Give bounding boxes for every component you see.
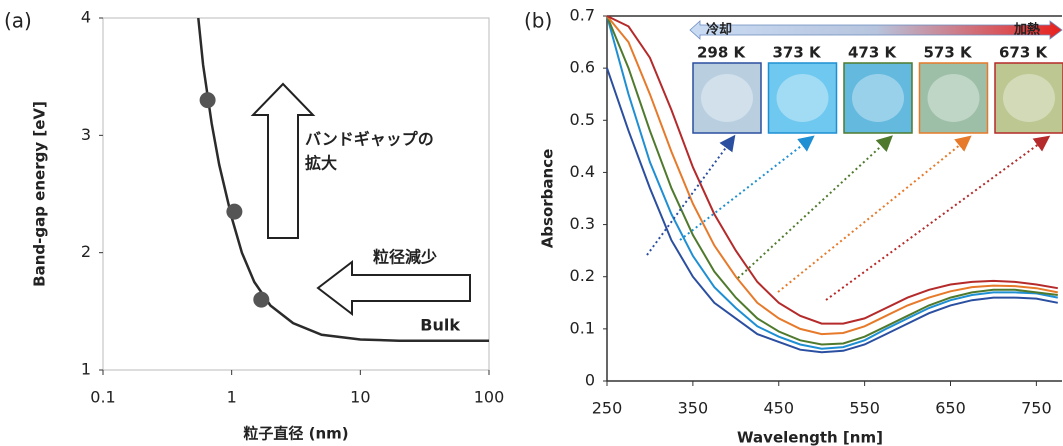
y-tick-label: 0.2 (570, 266, 595, 285)
sample-photo (767, 62, 838, 134)
pointer-arrow (825, 135, 1051, 301)
y-tick-label: 0.5 (570, 110, 595, 129)
x-tick-label: 0.1 (90, 388, 115, 407)
x-axis-label: Wavelength [nm] (737, 429, 883, 446)
series-label: 573 K (924, 44, 974, 62)
left-arrow (316, 259, 471, 317)
heat-label: 加熱 (1013, 22, 1040, 38)
annotation: 粒径減少 (373, 248, 437, 267)
y-axis-label: Band-gap energy [eV] (31, 101, 49, 287)
pointer-arrow (646, 134, 736, 256)
series-line (606, 15, 1058, 346)
series-label: 373 K (773, 44, 823, 62)
sample-powder (927, 74, 980, 122)
y-tick-label: 3 (81, 125, 91, 144)
panel-label: (b) (524, 9, 552, 33)
x-tick-label: 100 (474, 388, 505, 407)
series-line (606, 67, 1058, 354)
pointer-arrow (679, 135, 815, 241)
series-line (606, 15, 1058, 325)
cool-label: 冷却 (706, 22, 732, 38)
x-axis-label: 粒子直径 (nm) (243, 425, 348, 443)
y-tick-label: 0.6 (570, 58, 595, 77)
x-tick-label: 650 (935, 399, 966, 418)
sample-powder (776, 74, 829, 122)
y-axis-label: Absorbance (539, 149, 557, 249)
annotation: バンドギャップの (305, 130, 434, 149)
series-line (606, 15, 1058, 350)
series-label: 473 K (848, 44, 898, 62)
plot-frame (102, 17, 490, 371)
y-tick-label: 4 (81, 8, 91, 27)
sample-photo (918, 62, 989, 134)
x-tick-label: 250 (592, 399, 623, 418)
series-label: 673 K (999, 44, 1049, 62)
sample-powder (701, 74, 753, 122)
x-tick-label: 10 (350, 388, 370, 407)
temperature-arrow (689, 20, 1063, 40)
data-point (199, 92, 216, 109)
up-arrow (250, 82, 316, 239)
y-tick-label: 0.4 (570, 162, 595, 181)
sample-photo (994, 62, 1063, 134)
x-tick-label: 750 (1021, 399, 1052, 418)
y-tick-label: 0.3 (570, 214, 595, 233)
y-tick-label: 0.7 (570, 6, 595, 25)
x-tick-label: 350 (678, 399, 709, 418)
series-label: 298 K (697, 44, 747, 62)
sample-powder (852, 74, 904, 122)
data-point (253, 291, 270, 308)
y-tick-label: 0 (585, 371, 595, 390)
x-tick-label: 1 (227, 388, 237, 407)
x-tick-label: 550 (849, 399, 880, 418)
y-tick-label: 2 (81, 242, 91, 261)
annotation: 拡大 (305, 154, 337, 173)
pointer-arrow (737, 135, 893, 279)
y-tick-label: 0.1 (570, 318, 595, 337)
pointer-arrow (777, 135, 972, 293)
y-tick-label: 1 (81, 360, 91, 379)
panel-label: (a) (4, 9, 32, 33)
annotation: Bulk (420, 316, 460, 335)
sample-powder (1003, 74, 1055, 122)
sample-photo (843, 62, 913, 134)
data-point (226, 203, 243, 220)
x-tick-label: 450 (763, 399, 794, 418)
series-line (606, 15, 1058, 336)
sample-photo (692, 62, 762, 134)
